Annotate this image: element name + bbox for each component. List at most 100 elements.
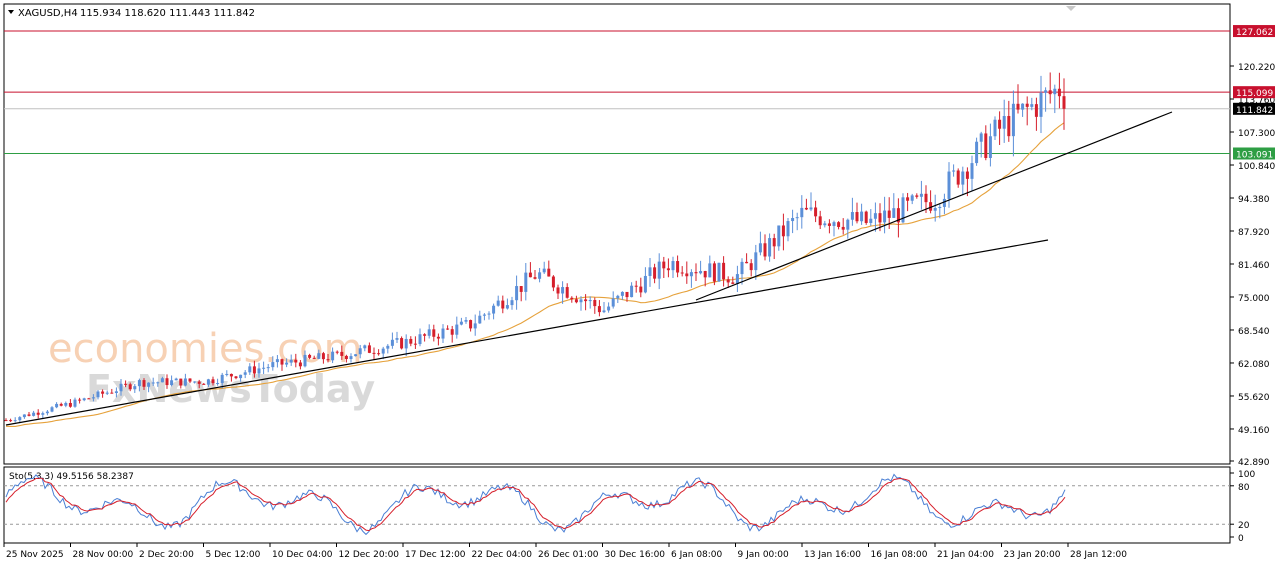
candle-bull [538,272,542,279]
candle-bear [326,359,330,361]
candle-bull [873,213,877,219]
candle-bear [340,351,344,356]
candle-bull [262,367,266,369]
trend-lines [5,111,1173,426]
candle-bull [216,383,220,385]
candle-bull [271,362,275,368]
candle-bear [188,378,192,382]
level-tag-1 [1233,86,1275,99]
candle-bull [91,397,95,399]
candle-bull [492,305,496,314]
candle-bear [519,286,523,292]
time-tick-label: 12 Dec 20:00 [339,550,400,560]
candle-bull [883,210,887,223]
candle-bear [344,355,348,360]
time-tick-label: 13 Jan 16:00 [804,550,861,560]
candle-bear [335,351,339,353]
candle-bull [993,119,997,137]
candle-bear [372,352,376,354]
candle-bull [919,193,923,197]
candle-bull [860,211,864,222]
candle-bull [441,328,445,339]
candle-bear [321,353,325,360]
candle-bull [427,329,431,336]
candle-bull [496,300,500,306]
level-label-0: 127.062 [1236,28,1273,38]
time-tick-label: 25 Nov 2025 [6,550,64,560]
candle-bull [524,272,528,292]
candle-bull [611,298,615,307]
candle-bear [1048,90,1052,95]
price-tick-label: 87.920 [1238,228,1270,238]
level-tag-0 [1233,25,1275,38]
candle-bull [266,367,270,369]
candle-bull [791,217,795,222]
candle-bull [18,417,22,421]
candle-bear [36,412,40,415]
candle-bull [147,382,151,387]
candle-bull [952,170,956,172]
shift-marker-icon[interactable] [1066,6,1076,11]
candle-bull [418,334,422,345]
candle-bear [423,334,427,336]
candle-bull [22,414,26,418]
stochastic-panel [3,466,1231,544]
candle-bear [965,171,969,179]
candle-bull [50,407,54,412]
candle-bear [551,276,555,288]
candle-bear [731,282,735,284]
level-labels: 127.062 115.099 111.842 103.091 [1233,25,1275,160]
candle-bear [400,338,404,349]
candle-bear [409,338,413,344]
candle-bear [662,261,666,269]
candle-bull [588,300,592,302]
symbol-timeframe: XAGUSD,H4 [18,8,78,19]
level-label-2: 111.842 [1236,106,1273,116]
time-tick-label: 10 Dec 04:00 [272,550,333,560]
candle-bear [804,207,808,210]
stochastic-axis: 100 80 20 0 [1230,470,1255,544]
candle-bull [768,238,772,257]
candle-bear [625,291,629,298]
candle-bull [82,398,86,401]
candle-bull [119,383,123,392]
candle-bull [643,275,647,293]
candle-bear [413,343,417,345]
candle-bull [114,391,118,394]
trend-line-upper [695,111,1173,301]
candle-bull [689,272,693,277]
candle-bear [446,328,450,330]
candle-bull [193,381,197,383]
candle-bull [505,305,509,309]
candle-bear [4,420,8,422]
candle-bear [694,272,698,274]
candle-bull [13,420,17,422]
candle-bear [956,170,960,185]
time-tick-label: 5 Dec 12:00 [206,550,261,560]
candle-bear [837,222,841,227]
candle-bull [620,291,624,296]
candle-bear [9,420,13,422]
candle-bull [832,222,836,226]
candle-bull [1030,104,1034,107]
candle-bull [170,380,174,386]
candle-bull [395,338,399,340]
candle-bull [869,218,873,223]
candle-bull [41,413,45,415]
candle-bull [464,320,468,322]
time-tick-label: 17 Dec 12:00 [405,550,466,560]
time-axis: 25 Nov 2025 28 Nov 00:00 2 Dec 20:00 5 Dec … [3,543,1127,560]
candle-bull [786,221,790,237]
candle-bear [745,261,749,264]
candle-bear [547,268,551,277]
candle-bear [179,378,183,386]
time-tick-label: 22 Dec 04:00 [472,550,533,560]
candle-bear [469,320,473,329]
candle-bear [533,277,537,279]
triangle-down-icon[interactable] [8,10,14,14]
candle-bull [616,295,620,299]
candle-bull [349,356,353,360]
stochastic-indicator: Sto(5,3,3) 49.5156 58.2387 [4,472,1230,536]
